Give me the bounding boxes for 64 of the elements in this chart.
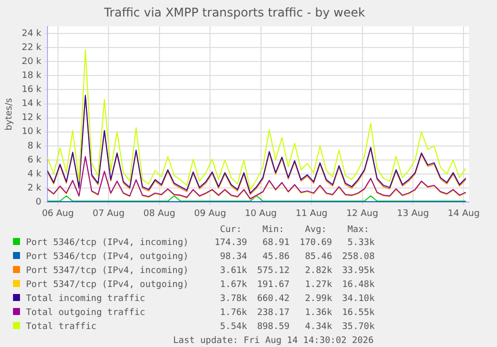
text: 238.17	[256, 307, 290, 320]
text: 98.34	[218, 251, 248, 264]
text: 1.27k	[304, 279, 332, 292]
text: Avg:	[304, 224, 328, 236]
text: 575.12	[256, 265, 290, 278]
text: Max:	[346, 224, 370, 236]
legend-label: Total incoming traffic	[26, 294, 146, 304]
x-tick-label: 11 Aug	[296, 208, 328, 219]
x-tick-label: 14 Aug	[448, 208, 480, 219]
y-tick-label: 10 k	[22, 127, 42, 138]
text: 4.34k	[304, 321, 332, 334]
text: 660.42	[256, 293, 290, 306]
y-tick-label: 16 k	[22, 85, 42, 96]
x-tick-label: 13 Aug	[397, 208, 429, 219]
text: 191.67	[256, 279, 290, 292]
y-tick-label: 22 k	[22, 42, 42, 53]
y-tick-label: 12 k	[22, 113, 42, 124]
text: 5.54k	[218, 321, 248, 334]
text: 258.08	[341, 251, 375, 264]
y-tick-label: 18 k	[22, 70, 42, 81]
y-tick-label: 20 k	[22, 56, 42, 67]
y-tick-label: 2 k	[28, 183, 42, 194]
text: 170.69	[298, 237, 332, 250]
legend-label: Port 5346/tcp (IPv4, outgoing)	[26, 252, 189, 262]
x-tick-label: 07 Aug	[92, 208, 125, 219]
text: 5.33k	[346, 237, 375, 250]
text: 174.39	[214, 237, 248, 250]
text: 33.95k	[341, 265, 375, 278]
text: Min:	[261, 224, 286, 236]
text: 1.76k	[218, 307, 248, 320]
text: 34.10k	[341, 293, 375, 306]
text: 85.46	[304, 251, 332, 264]
y-tick-label: 4 k	[28, 169, 42, 180]
text: Cur:	[218, 224, 243, 236]
legend-label: Port 5347/tcp (IPv4, outgoing)	[26, 280, 189, 290]
text: 35.70k	[341, 321, 375, 334]
legend-label: Port 5346/tcp (IPv4, incoming)	[26, 238, 189, 248]
text: 3.61k	[218, 265, 248, 278]
text: 45.86	[262, 251, 290, 264]
x-tick-label: 08 Aug	[143, 208, 176, 219]
text: 2.82k	[304, 265, 332, 278]
x-tick-label: 12 Aug	[346, 208, 378, 219]
text: 16.55k	[341, 307, 375, 320]
chart-title: Traffic via XMPP transports traffic - by week	[102, 5, 366, 20]
y-tick-label: 8 k	[28, 141, 42, 152]
x-tick-label: 06 Aug	[42, 208, 74, 219]
text: 3.78k	[218, 293, 248, 306]
text: Last update: Fri Aug 14 14:30:02 2026	[172, 335, 375, 347]
x-tick-label: 10 Aug	[244, 208, 277, 219]
y-tick-label: 6 k	[28, 155, 42, 166]
text: 68.91	[262, 237, 290, 250]
y-tick-label: 24 k	[22, 28, 42, 39]
text: 1.67k	[218, 279, 248, 292]
text: 16.48k	[341, 279, 375, 292]
y-tick-label: 0	[36, 198, 42, 208]
text: 1.36k	[304, 307, 332, 320]
legend-label: Total traffic	[26, 322, 96, 332]
legend-label: Port 5347/tcp (IPv4, incoming)	[26, 266, 189, 276]
y-tick-label: 14 k	[22, 99, 42, 110]
text: 898.59	[256, 321, 290, 334]
text: 2.99k	[304, 293, 332, 306]
x-tick-label: 09 Aug	[194, 208, 226, 219]
legend-label: Total outgoing traffic	[26, 308, 146, 318]
y-axis-title: bytes/s	[4, 98, 15, 131]
